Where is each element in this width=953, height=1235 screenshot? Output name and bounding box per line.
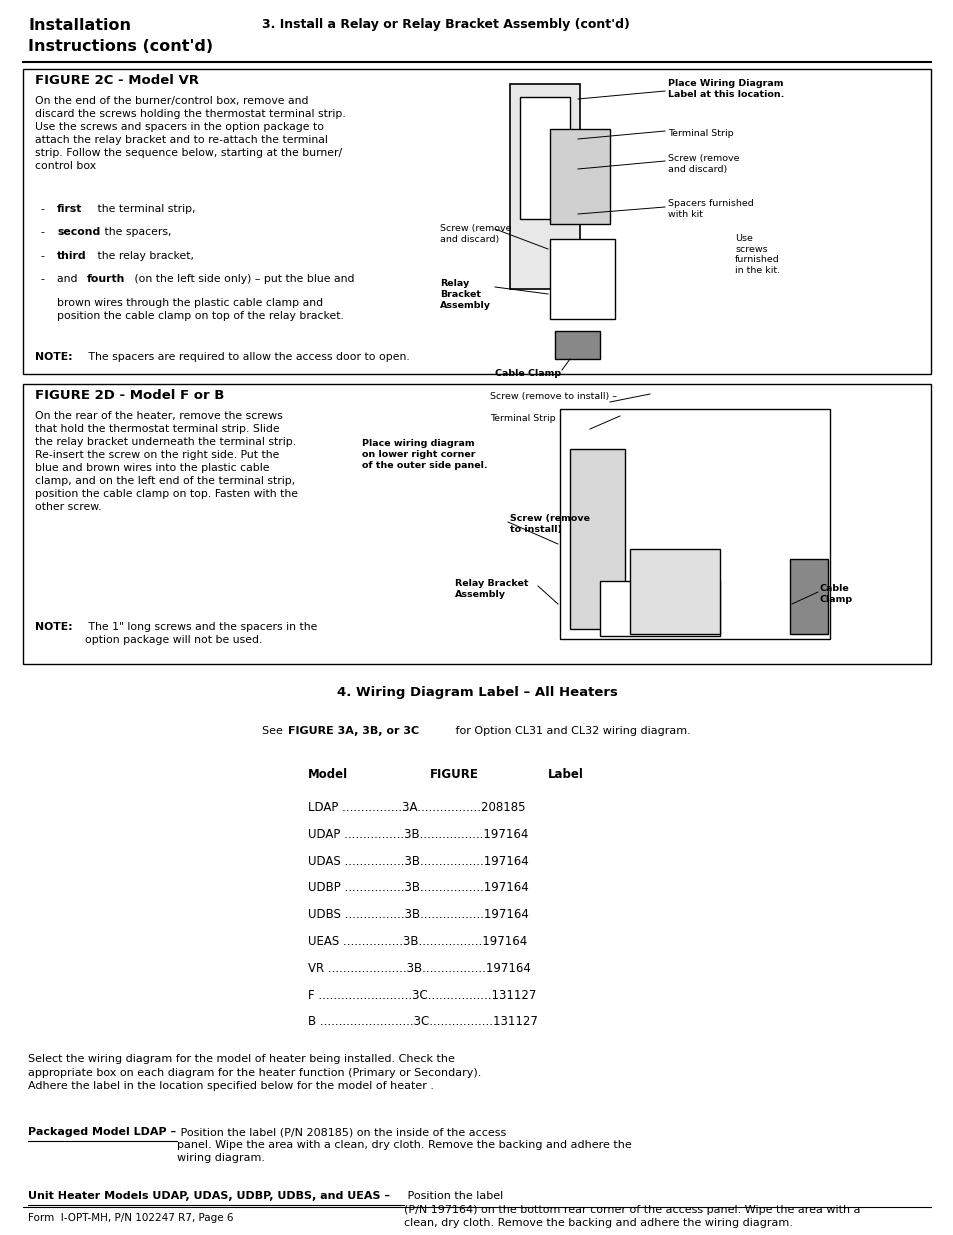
Text: for Option CL31 and CL32 wiring diagram.: for Option CL31 and CL32 wiring diagram. <box>452 726 690 736</box>
Text: brown wires through the plastic cable clamp and
position the cable clamp on top : brown wires through the plastic cable cl… <box>57 298 343 321</box>
Text: Spacers furnished
with kit: Spacers furnished with kit <box>667 199 753 219</box>
Text: Cable
Clamp: Cable Clamp <box>820 584 852 604</box>
Text: -: - <box>40 274 44 284</box>
Text: third: third <box>57 251 87 261</box>
Text: FIGURE: FIGURE <box>430 768 478 781</box>
Text: Cable Clamp: Cable Clamp <box>495 369 560 378</box>
Text: Screw (remove
and discard): Screw (remove and discard) <box>439 224 511 243</box>
Text: the relay bracket,: the relay bracket, <box>94 251 193 261</box>
Bar <box>23 69 930 374</box>
Bar <box>550 240 615 319</box>
Text: UDBS ................3B.................197164: UDBS ................3B.................… <box>308 908 528 921</box>
Bar <box>569 450 624 629</box>
Text: 4. Wiring Diagram Label – All Heaters: 4. Wiring Diagram Label – All Heaters <box>336 685 617 699</box>
Text: -: - <box>40 204 44 214</box>
Polygon shape <box>510 84 579 289</box>
Bar <box>555 331 599 359</box>
Text: -: - <box>40 227 44 237</box>
Text: Relay
Bracket
Assembly: Relay Bracket Assembly <box>439 279 491 310</box>
Text: Position the label
(P/N 197164) on the bottom rear corner of the access panel. W: Position the label (P/N 197164) on the b… <box>404 1192 860 1228</box>
Text: Screw (remove
and discard): Screw (remove and discard) <box>667 154 739 174</box>
Text: LDAP ................3A.................208185: LDAP ................3A.................… <box>308 802 525 814</box>
Text: FIGURE 2C - Model VR: FIGURE 2C - Model VR <box>35 74 199 86</box>
Text: NOTE:: NOTE: <box>35 622 72 632</box>
Text: FIGURE 2D - Model F or B: FIGURE 2D - Model F or B <box>35 389 224 403</box>
Text: Place Wiring Diagram
Label at this location.: Place Wiring Diagram Label at this locat… <box>667 79 783 99</box>
Text: Label: Label <box>547 768 583 781</box>
Text: UDAP ................3B.................197164: UDAP ................3B.................… <box>308 827 528 841</box>
Text: See: See <box>262 726 286 736</box>
Text: Use
screws
furnished
in the kit.: Use screws furnished in the kit. <box>734 233 780 275</box>
Text: Terminal Strip: Terminal Strip <box>667 128 733 138</box>
Text: UEAS ................3B.................197164: UEAS ................3B.................… <box>308 935 527 948</box>
Text: Packaged Model LDAP –: Packaged Model LDAP – <box>28 1128 176 1137</box>
Text: On the end of the burner/control box, remove and
discard the screws holding the : On the end of the burner/control box, re… <box>35 96 345 172</box>
Text: Unit Heater Models UDAP, UDAS, UDBP, UDBS, and UEAS –: Unit Heater Models UDAP, UDAS, UDBP, UDB… <box>28 1192 390 1202</box>
Text: the spacers,: the spacers, <box>101 227 172 237</box>
Bar <box>559 409 829 638</box>
Text: B .........................3C.................131127: B .........................3C...........… <box>308 1015 537 1029</box>
Text: F .........................3C.................131127: F .........................3C...........… <box>308 988 536 1002</box>
Text: first: first <box>57 204 82 214</box>
Bar <box>23 384 930 664</box>
Text: FIGURE 3A, 3B, or 3C: FIGURE 3A, 3B, or 3C <box>288 726 418 736</box>
Text: and: and <box>57 274 81 284</box>
Text: Installation
Instructions (cont'd): Installation Instructions (cont'd) <box>28 19 213 54</box>
Text: UDAS ................3B.................197164: UDAS ................3B.................… <box>308 855 528 868</box>
Text: Position the label (P/N 208185) on the inside of the access
panel. Wipe the area: Position the label (P/N 208185) on the i… <box>177 1128 631 1163</box>
Text: Relay Bracket
Assembly: Relay Bracket Assembly <box>455 579 528 599</box>
Text: second: second <box>57 227 100 237</box>
Text: VR .....................3B.................197164: VR .....................3B..............… <box>308 962 530 974</box>
Text: the terminal strip,: the terminal strip, <box>94 204 195 214</box>
Text: 3. Install a Relay or Relay Bracket Assembly (cont'd): 3. Install a Relay or Relay Bracket Asse… <box>262 19 629 31</box>
Text: The 1" long screws and the spacers in the
option package will not be used.: The 1" long screws and the spacers in th… <box>85 622 317 645</box>
Text: Model: Model <box>308 768 348 781</box>
Bar <box>629 550 720 634</box>
Text: NOTE:: NOTE: <box>35 352 72 362</box>
Text: Select the wiring diagram for the model of heater being installed. Check the
app: Select the wiring diagram for the model … <box>28 1055 481 1091</box>
Text: Form  I-OPT-MH, P/N 102247 R7, Page 6: Form I-OPT-MH, P/N 102247 R7, Page 6 <box>28 1213 233 1223</box>
Text: -: - <box>40 251 44 261</box>
Text: Terminal Strip: Terminal Strip <box>490 414 555 424</box>
Bar <box>599 580 720 636</box>
Text: Place wiring diagram
on lower right corner
of the outer side panel.: Place wiring diagram on lower right corn… <box>361 438 487 469</box>
Text: Screw (remove to install) –: Screw (remove to install) – <box>490 391 617 401</box>
Text: Screw (remove
to install): Screw (remove to install) <box>510 514 589 534</box>
Bar <box>789 559 827 634</box>
Text: The spacers are required to allow the access door to open.: The spacers are required to allow the ac… <box>85 352 410 362</box>
Text: UDBP ................3B.................197164: UDBP ................3B.................… <box>308 882 528 894</box>
Text: On the rear of the heater, remove the screws
that hold the thermostat terminal s: On the rear of the heater, remove the sc… <box>35 411 297 513</box>
Text: (on the left side only) – put the blue and: (on the left side only) – put the blue a… <box>132 274 355 284</box>
Polygon shape <box>519 98 569 219</box>
Bar <box>550 128 609 224</box>
Text: fourth: fourth <box>87 274 125 284</box>
